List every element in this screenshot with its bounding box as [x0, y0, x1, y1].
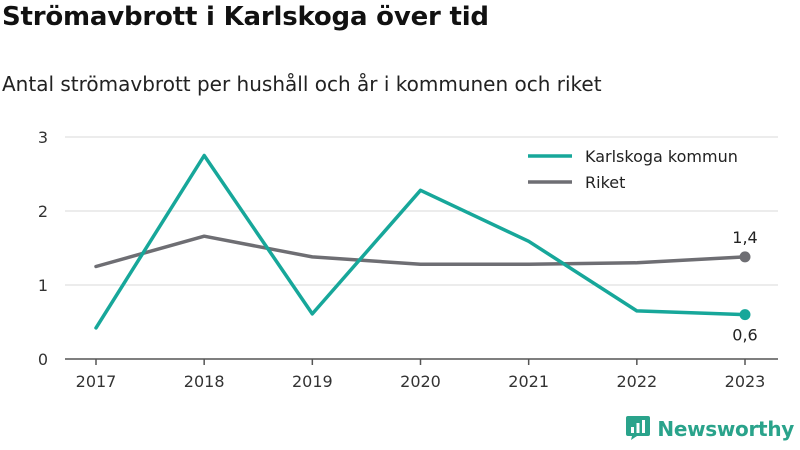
x-tick-label: 2021	[508, 372, 549, 391]
y-tick-label: 1	[38, 276, 48, 295]
series-end-point	[739, 251, 751, 263]
legend-label: Karlskoga kommun	[585, 147, 738, 166]
legend-item: Karlskoga kommun	[528, 147, 738, 166]
end-value-label: 1,4	[732, 228, 757, 247]
x-tick-label: 2020	[400, 372, 441, 391]
x-tick-label: 2017	[76, 372, 117, 391]
chart-title: Strömavbrott i Karlskoga över tid	[2, 2, 489, 32]
y-tick-label: 3	[38, 128, 48, 147]
end-labels: 0,6 1,4	[732, 228, 757, 345]
y-axis-ticks: 0 1 2 3	[38, 128, 48, 369]
brand-name: Newsworthy	[657, 417, 794, 441]
x-tick-label: 2022	[616, 372, 657, 391]
end-value-label: 0,6	[732, 326, 757, 345]
legend: Karlskoga kommun Riket	[528, 147, 738, 192]
series-lines	[94, 153, 751, 330]
legend-item: Riket	[528, 173, 625, 192]
x-tick-label: 2023	[725, 372, 766, 391]
series-end-point	[739, 309, 751, 321]
x-tick-label: 2018	[184, 372, 225, 391]
newsworthy-logo-icon	[625, 414, 651, 444]
gridlines	[65, 136, 778, 286]
x-tick-label: 2019	[292, 372, 333, 391]
legend-label: Riket	[585, 173, 625, 192]
series-line-riket	[94, 234, 747, 269]
chart-subtitle: Antal strömavbrott per hushåll och år i …	[2, 72, 602, 96]
x-axis: 2017 2018 2019 2020 2021 2022 2023	[65, 358, 778, 391]
y-tick-label: 2	[38, 202, 48, 221]
y-tick-label: 0	[38, 350, 48, 369]
brand-logo: Newsworthy	[625, 414, 794, 444]
series-line-karlskoga-kommun	[94, 153, 747, 330]
